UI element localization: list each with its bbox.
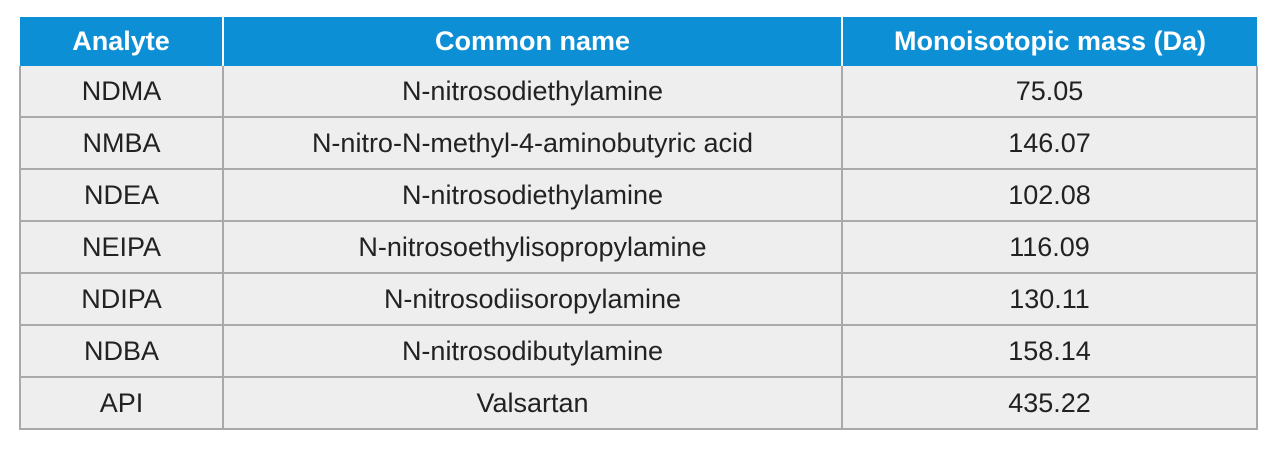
table-row: NMBA N-nitro-N-methyl-4-aminobutyric aci…	[19, 116, 1258, 170]
mass-cell: 116.09	[841, 220, 1258, 274]
table-row: NDEA N-nitrosodiethylamine 102.08	[19, 168, 1258, 222]
table-row: NDBA N-nitrosodibutylamine 158.14	[19, 324, 1258, 378]
column-header-analyte: Analyte	[20, 17, 224, 66]
mass-cell: 146.07	[841, 116, 1258, 170]
mass-cell: 75.05	[841, 66, 1258, 118]
analyte-cell: NDMA	[19, 66, 224, 118]
common-name-cell: N-nitrosodiethylamine	[222, 66, 843, 118]
column-header-monoisotopic-mass: Monoisotopic mass (Da)	[842, 17, 1257, 66]
common-name-cell: N-nitrosodiethylamine	[222, 168, 843, 222]
common-name-cell: N-nitro-N-methyl-4-aminobutyric acid	[222, 116, 843, 170]
common-name-cell: N-nitrosodiisoropylamine	[222, 272, 843, 326]
header-row: Analyte Common name Monoisotopic mass (D…	[20, 17, 1257, 66]
column-header-common-name: Common name	[223, 17, 843, 66]
analyte-cell: NMBA	[19, 116, 224, 170]
mass-cell: 130.11	[841, 272, 1258, 326]
mass-cell: 158.14	[841, 324, 1258, 378]
analyte-cell: NEIPA	[19, 220, 224, 274]
table-row: NDMA N-nitrosodiethylamine 75.05	[19, 66, 1258, 118]
common-name-cell: N-nitrosoethylisopropylamine	[222, 220, 843, 274]
table-body: NDMA N-nitrosodiethylamine 75.05 NMBA N-…	[19, 66, 1258, 430]
table-row: NEIPA N-nitrosoethylisopropylamine 116.0…	[19, 220, 1258, 274]
table-row: API Valsartan 435.22	[19, 376, 1258, 430]
analyte-table: Analyte Common name Monoisotopic mass (D…	[19, 17, 1258, 430]
common-name-cell: N-nitrosodibutylamine	[222, 324, 843, 378]
mass-cell: 435.22	[841, 376, 1258, 430]
mass-cell: 102.08	[841, 168, 1258, 222]
table-row: NDIPA N-nitrosodiisoropylamine 130.11	[19, 272, 1258, 326]
analyte-cell: NDIPA	[19, 272, 224, 326]
analyte-cell: API	[19, 376, 224, 430]
table-header: Analyte Common name Monoisotopic mass (D…	[20, 17, 1257, 66]
analyte-cell: NDBA	[19, 324, 224, 378]
analyte-cell: NDEA	[19, 168, 224, 222]
common-name-cell: Valsartan	[222, 376, 843, 430]
